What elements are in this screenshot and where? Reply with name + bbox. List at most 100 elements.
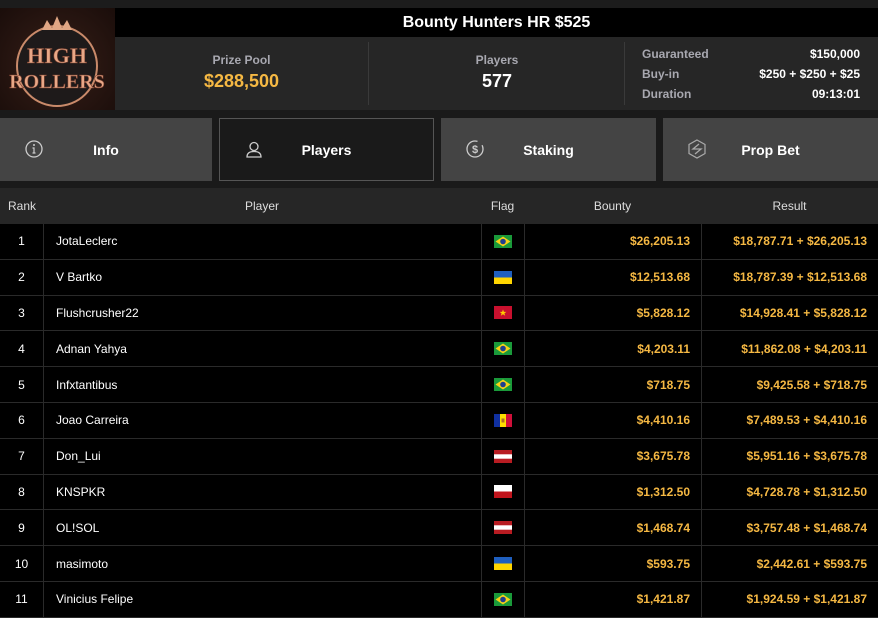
player-name[interactable]: KNSPKR — [43, 474, 481, 510]
player-name[interactable]: masimoto — [43, 546, 481, 581]
brazil-flag-icon — [494, 378, 512, 392]
player-name[interactable]: JotaLeclerc — [43, 224, 481, 259]
top-strip — [0, 0, 878, 8]
divider — [368, 42, 369, 105]
tab-label: Prop Bet — [741, 141, 800, 158]
divider — [624, 42, 625, 105]
tournament-info: Guaranteed $150,000 Buy-in $250 + $250 + $… — [642, 46, 860, 106]
flag-cell — [481, 546, 524, 581]
buyin-label: Buy-in — [642, 67, 680, 81]
duration-label: Duration — [642, 87, 692, 101]
tab-staking[interactable]: $ Staking — [441, 118, 656, 181]
bounty-cell: $718.75 — [524, 367, 701, 402]
result-cell: $18,787.39 + $12,513.68 — [701, 259, 878, 295]
svg-text:HIGH: HIGH — [27, 43, 87, 68]
header-player[interactable]: Player — [244, 199, 279, 213]
user-icon — [246, 141, 262, 158]
table-row[interactable]: 4 Adnan Yahya $4,203.11 $11,862.08 + $4,… — [0, 331, 878, 368]
ukraine-flag-icon — [494, 557, 512, 571]
tab-label: Info — [93, 141, 119, 158]
bounty-cell: $4,410.16 — [524, 402, 701, 438]
header-result[interactable]: Result — [772, 199, 807, 213]
player-name[interactable]: Don_Lui — [43, 438, 481, 474]
duration-value: 09:13:01 — [811, 87, 860, 101]
header-flag[interactable]: Flag — [490, 199, 515, 213]
players-label: Players — [475, 53, 519, 67]
tab-prop-bet[interactable]: Prop Bet — [663, 118, 878, 181]
result-cell: $5,951.16 + $3,675.78 — [701, 438, 878, 474]
table-row[interactable]: 5 Infxtantibus $718.75 $9,425.58 + $718.… — [0, 367, 878, 403]
andorra-flag-icon — [494, 413, 512, 427]
bounty-cell: $5,828.12 — [524, 295, 701, 331]
result-cell: $2,442.61 + $593.75 — [701, 546, 878, 581]
player-name[interactable]: Flushcrusher22 — [43, 295, 481, 331]
bounty-cell: $1,468.74 — [524, 510, 701, 546]
tab-label: Staking — [523, 141, 574, 158]
buyin-row: Buy-in $250 + $250 + $25 — [642, 66, 860, 86]
header-rank[interactable]: Rank — [8, 199, 37, 213]
rank-cell: 11 — [15, 592, 28, 607]
table-row[interactable]: 8 KNSPKR $1,312.50 $4,728.78 + $1,312.50 — [0, 474, 878, 511]
svg-text:ROLLERS: ROLLERS — [9, 71, 105, 93]
table-row[interactable]: 9 OL!SOL $1,468.74 $3,757.48 + $1,468.74 — [0, 510, 878, 547]
table-row[interactable]: 10 masimoto $593.75 $2,442.61 + $593.75 — [0, 546, 878, 582]
austria-flag-icon — [494, 449, 512, 463]
guaranteed-value: $150,000 — [809, 47, 860, 61]
table-row[interactable]: 6 Joao Carreira $4,410.16 $7,489.53 + $4… — [0, 402, 878, 439]
table-row[interactable]: 2 V Bartko $12,513.68 $18,787.39 + $12,5… — [0, 259, 878, 296]
result-cell: $4,728.78 + $1,312.50 — [701, 474, 878, 510]
bounty-cell: $1,421.87 — [524, 581, 701, 617]
svg-text:$: $ — [472, 144, 478, 156]
player-name[interactable]: Infxtantibus — [43, 367, 481, 402]
lightning-hexagon-icon — [688, 139, 706, 159]
result-cell: $9,425.58 + $718.75 — [701, 367, 878, 402]
rank-cell: 9 — [18, 520, 25, 535]
tournament-title: Bounty Hunters HR $525 — [115, 8, 878, 37]
tab-info[interactable]: Info — [0, 118, 212, 181]
prize-pool-label: Prize Pool — [212, 53, 271, 67]
flag-cell — [481, 295, 524, 331]
flag-cell — [481, 331, 524, 367]
players-value: 577 — [481, 71, 513, 91]
player-name[interactable]: OL!SOL — [43, 510, 481, 546]
bounty-cell: $12,513.68 — [524, 259, 701, 295]
table-row[interactable]: 3 Flushcrusher22 $5,828.12 $14,928.41 + … — [0, 295, 878, 332]
players-table-body: 1 JotaLeclerc $26,205.13 $18,787.71 + $2… — [0, 224, 878, 618]
table-row[interactable]: 7 Don_Lui $3,675.78 $5,951.16 + $3,675.7… — [0, 438, 878, 475]
player-name[interactable]: V Bartko — [43, 259, 481, 295]
brazil-flag-icon — [494, 234, 512, 248]
guaranteed-row: Guaranteed $150,000 — [642, 46, 860, 66]
player-name[interactable]: Joao Carreira — [43, 402, 481, 438]
austria-flag-icon — [494, 521, 512, 535]
flag-cell — [481, 259, 524, 295]
rank-cell: 7 — [18, 449, 25, 464]
tab-label: Players — [301, 141, 352, 158]
bounty-cell: $3,675.78 — [524, 438, 701, 474]
rank-cell: 10 — [14, 556, 29, 571]
flag-cell — [481, 510, 524, 546]
bounty-cell: $593.75 — [524, 546, 701, 581]
rank-cell: 8 — [18, 484, 25, 499]
player-name[interactable]: Vinicius Felipe — [43, 581, 481, 617]
ukraine-flag-icon — [494, 270, 512, 284]
flag-cell — [481, 438, 524, 474]
rank-cell: 4 — [18, 341, 25, 356]
player-name[interactable]: Adnan Yahya — [43, 331, 481, 367]
table-row[interactable]: 1 JotaLeclerc $26,205.13 $18,787.71 + $2… — [0, 224, 878, 260]
poland-flag-icon — [494, 485, 512, 499]
result-cell: $11,862.08 + $4,203.11 — [701, 331, 878, 367]
result-cell: $14,928.41 + $5,828.12 — [701, 295, 878, 331]
players-stat: Players 577 — [369, 37, 625, 110]
rank-cell: 3 — [18, 305, 25, 320]
bounty-cell: $26,205.13 — [524, 224, 701, 259]
rank-cell: 1 — [18, 234, 25, 249]
vietnam-flag-icon — [494, 306, 512, 320]
brazil-flag-icon — [494, 342, 512, 356]
tournament-stats: Prize Pool $288,500 Players 577 Guarante… — [115, 37, 878, 110]
header-bounty[interactable]: Bounty — [593, 199, 632, 213]
result-cell: $7,489.53 + $4,410.16 — [701, 402, 878, 438]
tab-players[interactable]: Players — [219, 118, 434, 181]
table-row[interactable]: 11 Vinicius Felipe $1,421.87 $1,924.59 +… — [0, 581, 878, 618]
flag-cell — [481, 224, 524, 259]
flag-cell — [481, 581, 524, 617]
